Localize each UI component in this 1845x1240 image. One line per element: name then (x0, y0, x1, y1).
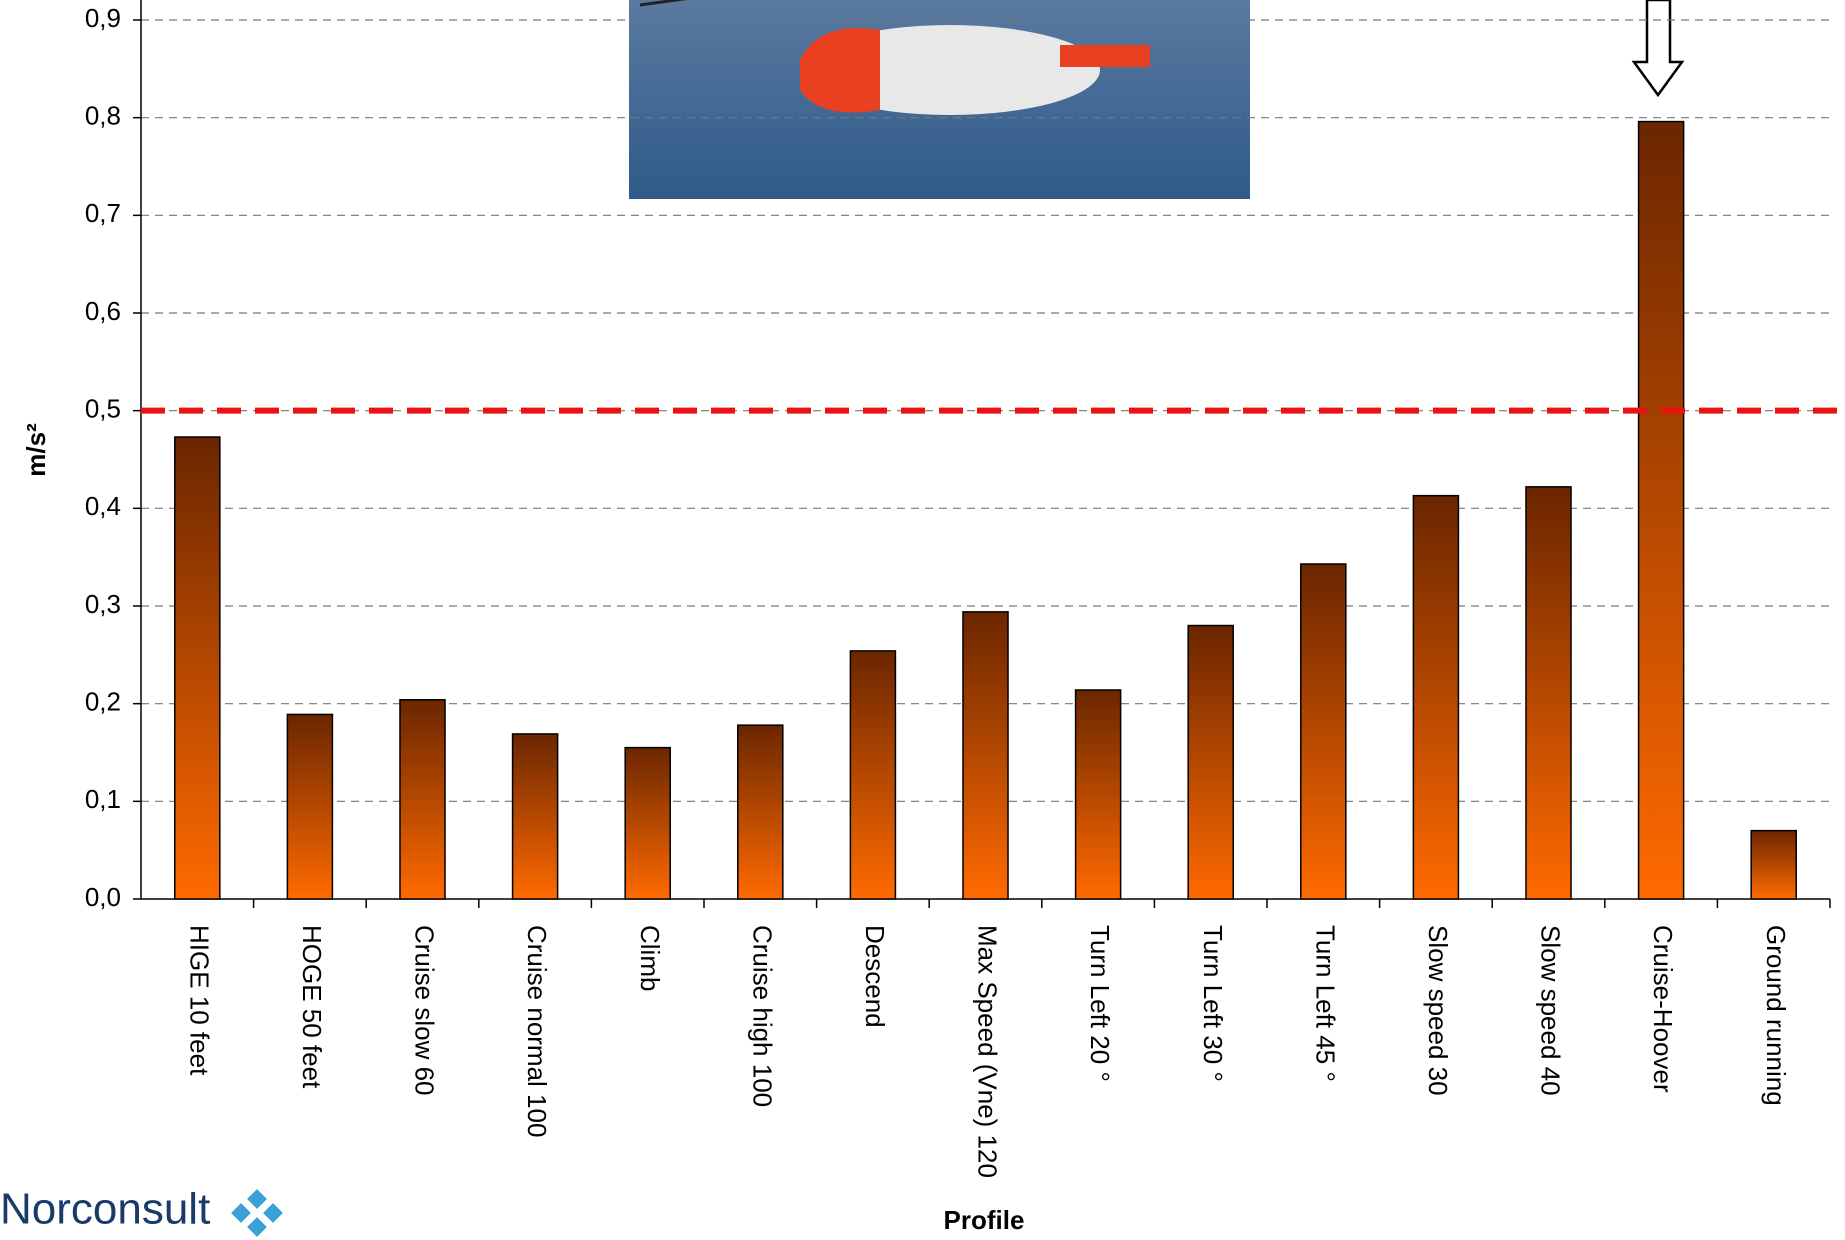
bar (1300, 563, 1347, 900)
y-tick-label: 0,9 (85, 3, 121, 33)
x-tick-label: Max Speed (Vne) 120 (973, 925, 1003, 1178)
helicopter-photo (629, 0, 1250, 199)
bar (962, 611, 1009, 900)
x-tick-label: Ground running (1761, 925, 1791, 1106)
bar (1750, 829, 1797, 900)
y-tick-label: 0,2 (85, 687, 121, 717)
x-tick-label: Cruise-Hoover (1648, 925, 1678, 1093)
x-tick-label: Turn Left 20 ° (1085, 925, 1115, 1082)
logo-text: Norconsult (0, 1185, 210, 1234)
y-axis-title: m/s² (21, 423, 51, 477)
x-tick-label: Turn Left 30 ° (1198, 925, 1228, 1082)
y-tick-label: 0,3 (85, 589, 121, 619)
bar (1637, 120, 1685, 900)
y-tick-label: 0,7 (85, 198, 121, 228)
x-tick-label: Cruise high 100 (747, 925, 777, 1107)
bar (1074, 689, 1122, 900)
x-tick-label: Slow speed 30 (1423, 925, 1453, 1096)
y-tick-label: 0,4 (85, 491, 121, 521)
arrow (1631, 0, 1685, 98)
x-tick-label: Cruise normal 100 (522, 925, 552, 1137)
bar (1187, 624, 1234, 900)
bar (849, 650, 897, 900)
x-tick-label: HIGE 10 feet (184, 925, 214, 1076)
x-axis-title: Profile (944, 1205, 1025, 1235)
bar (737, 724, 784, 900)
bar (174, 436, 221, 900)
bar (286, 713, 334, 900)
bar (1412, 494, 1460, 900)
x-tick-label: Climb (635, 925, 665, 991)
y-tick-label: 0,1 (85, 784, 121, 814)
x-tick-label: Descend (860, 925, 890, 1028)
y-tick-label: 0,6 (85, 296, 121, 326)
x-tick-label: Slow speed 40 (1536, 925, 1566, 1096)
x-tick-label: HOGE 50 feet (297, 925, 327, 1089)
bar (1525, 486, 1572, 900)
bar (511, 733, 559, 900)
y-tick-label: 0,0 (85, 882, 121, 912)
bar (624, 746, 671, 900)
logo: Norconsult (0, 1185, 283, 1237)
y-tick-label: 0,8 (85, 101, 121, 131)
x-tick-label: Cruise slow 60 (410, 925, 440, 1096)
x-tick-label: Turn Left 45 ° (1310, 925, 1340, 1082)
bar (399, 699, 446, 900)
y-tick-label: 0,5 (85, 394, 121, 424)
